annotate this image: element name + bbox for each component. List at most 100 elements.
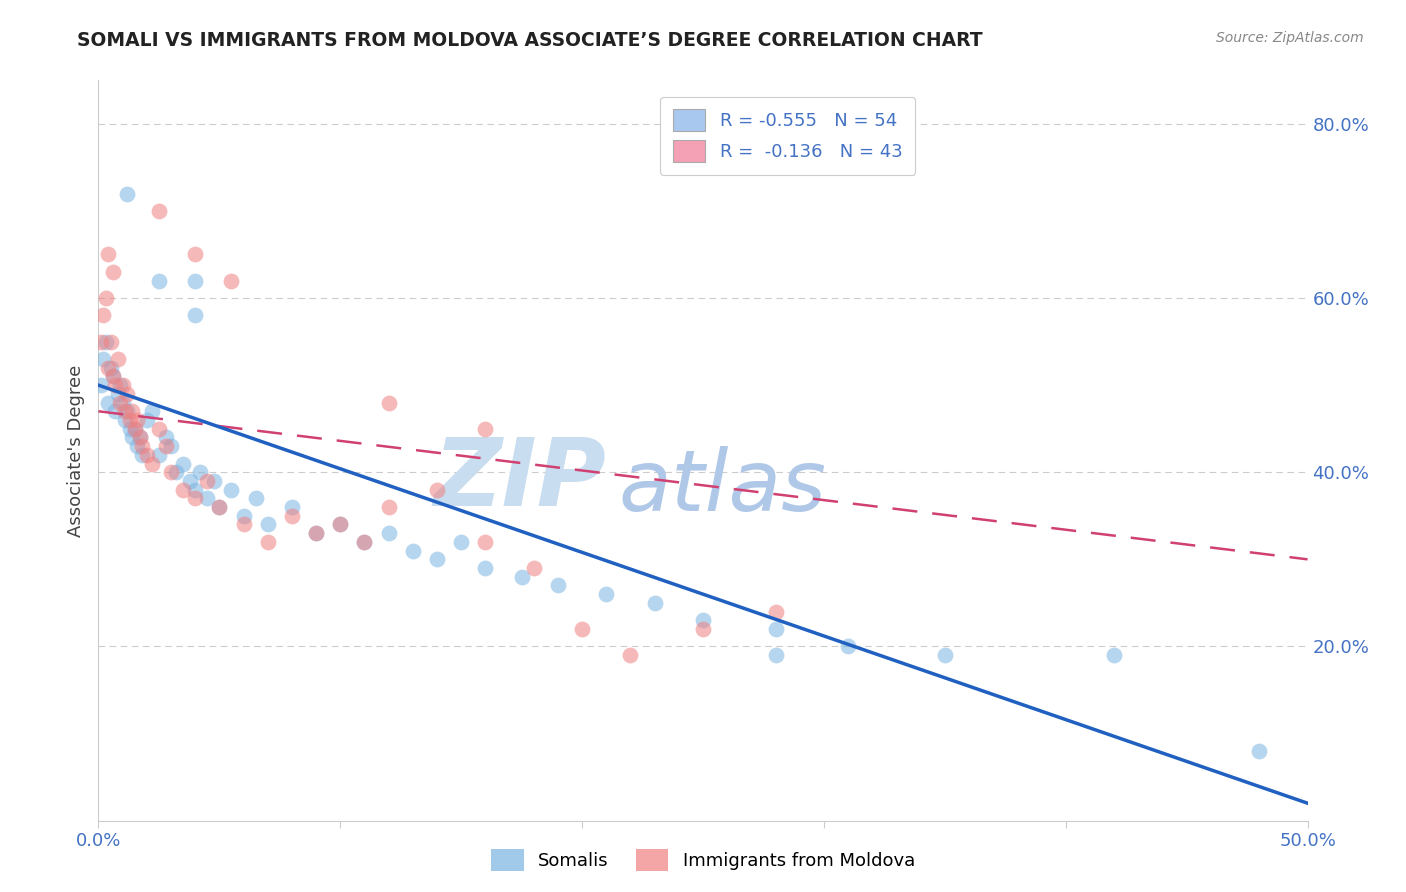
Point xyxy=(101,369,124,384)
Point xyxy=(184,491,207,506)
Point xyxy=(127,439,149,453)
Point xyxy=(353,535,375,549)
Point xyxy=(474,535,496,549)
Point xyxy=(91,309,114,323)
Point xyxy=(184,247,207,261)
Point xyxy=(765,622,787,636)
Point xyxy=(128,430,150,444)
Point xyxy=(148,448,170,462)
Point xyxy=(305,526,328,541)
Point xyxy=(184,309,207,323)
Point xyxy=(124,422,146,436)
Point xyxy=(208,500,231,514)
Point xyxy=(474,422,496,436)
Point xyxy=(128,430,150,444)
Point xyxy=(117,404,139,418)
Point xyxy=(377,526,399,541)
Point xyxy=(281,508,304,523)
Point xyxy=(184,274,207,288)
Text: ZIP: ZIP xyxy=(433,434,606,526)
Point xyxy=(474,561,496,575)
Point xyxy=(94,291,117,305)
Point xyxy=(595,587,617,601)
Point xyxy=(195,474,218,488)
Point xyxy=(148,203,170,218)
Point xyxy=(155,430,177,444)
Point xyxy=(256,517,278,532)
Point xyxy=(131,439,153,453)
Point xyxy=(101,265,124,279)
Point xyxy=(117,387,139,401)
Legend: Somalis, Immigrants from Moldova: Somalis, Immigrants from Moldova xyxy=(484,842,922,879)
Point xyxy=(571,622,593,636)
Point xyxy=(221,483,243,497)
Point xyxy=(104,404,127,418)
Point xyxy=(619,648,641,662)
Point xyxy=(108,395,131,409)
Point xyxy=(692,622,714,636)
Point xyxy=(107,351,129,366)
Point xyxy=(114,404,136,418)
Point xyxy=(172,457,194,471)
Point xyxy=(135,448,157,462)
Point xyxy=(114,413,136,427)
Point xyxy=(104,378,127,392)
Point xyxy=(245,491,267,506)
Point xyxy=(118,413,141,427)
Point xyxy=(172,483,194,497)
Y-axis label: Associate's Degree: Associate's Degree xyxy=(66,364,84,537)
Point xyxy=(547,578,569,592)
Legend: R = -0.555   N = 54, R =  -0.136   N = 43: R = -0.555 N = 54, R = -0.136 N = 43 xyxy=(661,96,915,175)
Point xyxy=(121,430,143,444)
Point xyxy=(111,395,134,409)
Text: Source: ZipAtlas.com: Source: ZipAtlas.com xyxy=(1216,31,1364,45)
Point xyxy=(204,474,226,488)
Point xyxy=(90,334,112,349)
Point xyxy=(117,186,139,201)
Point xyxy=(692,613,714,627)
Point xyxy=(1102,648,1125,662)
Point xyxy=(100,360,122,375)
Point xyxy=(141,404,163,418)
Point xyxy=(141,457,163,471)
Point xyxy=(127,413,149,427)
Point xyxy=(188,465,211,479)
Point xyxy=(97,395,120,409)
Point xyxy=(195,491,218,506)
Point xyxy=(934,648,956,662)
Point xyxy=(184,483,207,497)
Point xyxy=(523,561,546,575)
Point xyxy=(1249,744,1271,758)
Point xyxy=(837,640,859,654)
Point xyxy=(426,483,449,497)
Point xyxy=(281,500,304,514)
Point xyxy=(402,543,425,558)
Point xyxy=(91,351,114,366)
Point xyxy=(135,413,157,427)
Point xyxy=(160,439,183,453)
Point xyxy=(765,648,787,662)
Point xyxy=(101,369,124,384)
Point xyxy=(97,360,120,375)
Point xyxy=(148,274,170,288)
Point xyxy=(155,439,177,453)
Point xyxy=(232,517,254,532)
Point xyxy=(100,334,122,349)
Point xyxy=(353,535,375,549)
Point xyxy=(765,605,787,619)
Point xyxy=(208,500,231,514)
Point xyxy=(124,422,146,436)
Point xyxy=(232,508,254,523)
Point xyxy=(108,378,131,392)
Point xyxy=(450,535,472,549)
Point xyxy=(305,526,328,541)
Point xyxy=(426,552,449,566)
Point xyxy=(256,535,278,549)
Point xyxy=(329,517,352,532)
Point xyxy=(377,395,399,409)
Point xyxy=(111,378,134,392)
Point xyxy=(121,404,143,418)
Point xyxy=(329,517,352,532)
Point xyxy=(90,378,112,392)
Point xyxy=(377,500,399,514)
